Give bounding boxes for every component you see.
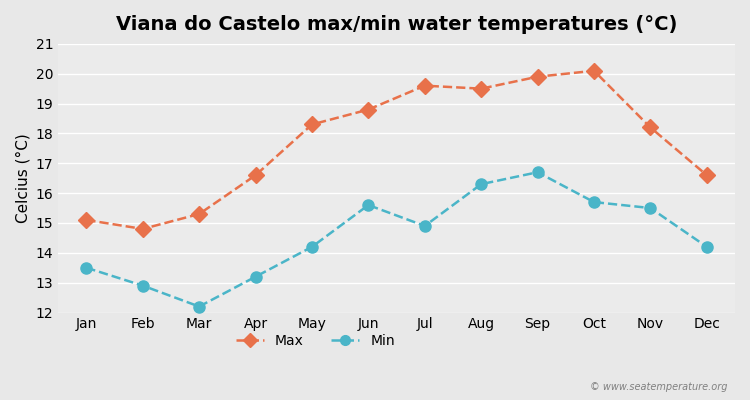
Y-axis label: Celcius (°C): Celcius (°C): [15, 133, 30, 223]
Legend: Max, Min: Max, Min: [230, 329, 400, 354]
Title: Viana do Castelo max/min water temperatures (°C): Viana do Castelo max/min water temperatu…: [116, 15, 677, 34]
Text: © www.seatemperature.org: © www.seatemperature.org: [590, 382, 728, 392]
